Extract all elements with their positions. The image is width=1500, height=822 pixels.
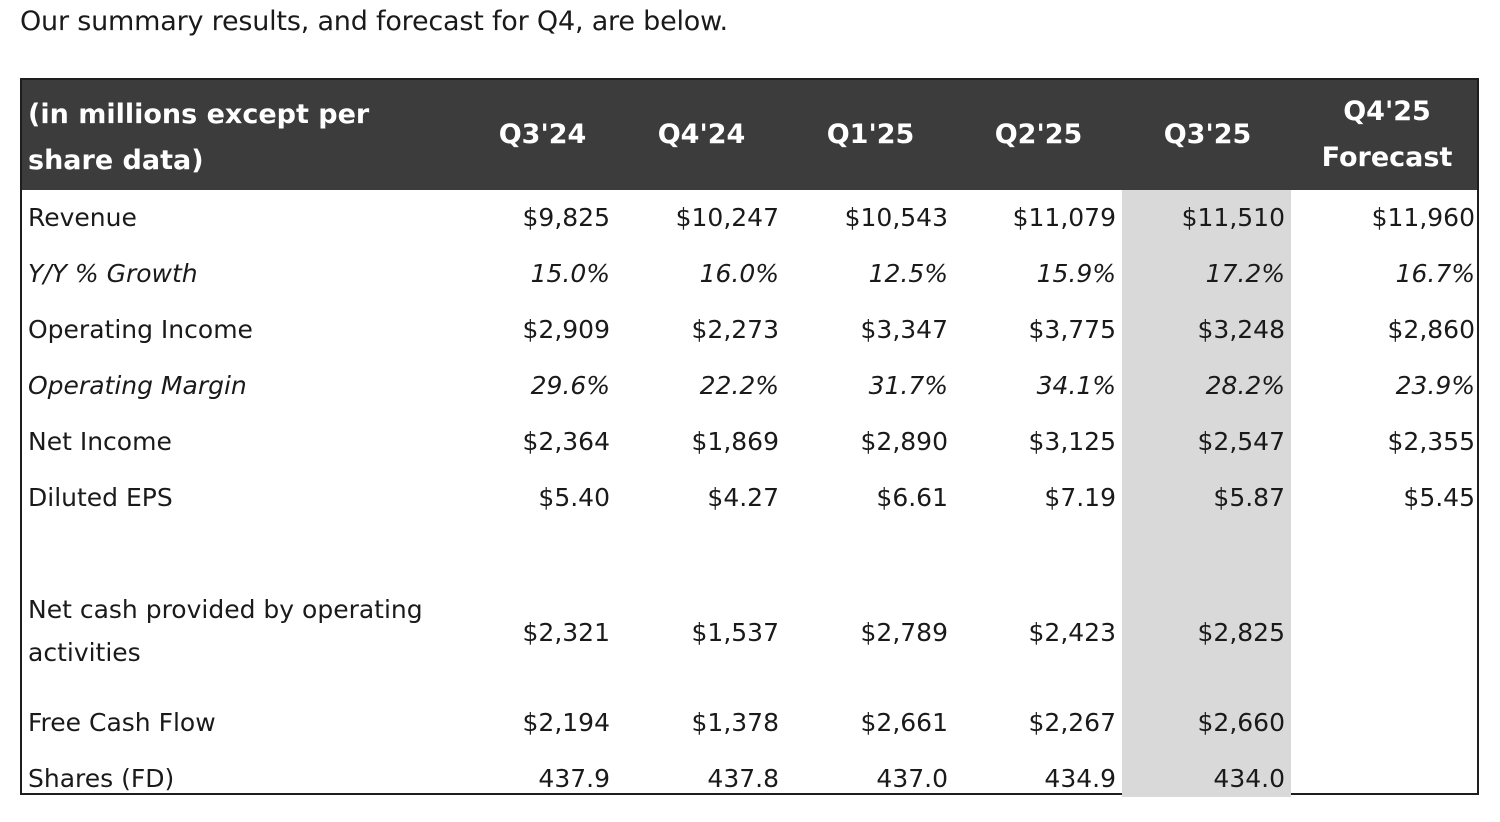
cell-q4-25-forecast: $11,960 xyxy=(1371,203,1475,232)
cell-q2-25: $11,079 xyxy=(1012,203,1116,232)
cell-q2-25: $2,423 xyxy=(1028,618,1116,647)
cell-q3-25: 28.2% xyxy=(1205,371,1285,400)
cell-q4-24: $1,537 xyxy=(691,618,779,647)
cell-q3-24: $5.40 xyxy=(538,483,610,512)
column-header-q2-25: Q2'25 xyxy=(994,119,1083,150)
cell-q3-24: $2,364 xyxy=(522,427,610,456)
column-header-q3-25: Q3'25 xyxy=(1163,119,1252,150)
cell-q4-25-forecast: $5.45 xyxy=(1403,483,1475,512)
cell-q1-25: $2,789 xyxy=(860,618,948,647)
cell-q4-25-forecast: 23.9% xyxy=(1395,371,1475,400)
cell-q2-25: $7.19 xyxy=(1044,483,1116,512)
cell-q4-24: 22.2% xyxy=(699,371,779,400)
cell-q2-25: 34.1% xyxy=(1036,371,1116,400)
cell-q2-25: 434.9 xyxy=(1044,764,1116,793)
cell-q3-24: $9,825 xyxy=(522,203,610,232)
cell-q3-24: 437.9 xyxy=(538,764,610,793)
row-label: Diluted EPS xyxy=(28,483,173,512)
cell-q4-24: 437.8 xyxy=(707,764,779,793)
cell-q4-24: $2,273 xyxy=(691,315,779,344)
cell-q2-25: $3,775 xyxy=(1028,315,1116,344)
cell-q2-25: $2,267 xyxy=(1028,708,1116,737)
cell-q3-25: 17.2% xyxy=(1205,259,1285,288)
cell-q1-25: $2,661 xyxy=(860,708,948,737)
cell-q3-25: $2,547 xyxy=(1197,427,1285,456)
cell-q3-24: $2,909 xyxy=(522,315,610,344)
cell-q4-25-forecast: $2,355 xyxy=(1387,427,1475,456)
cell-q4-25-forecast: 16.7% xyxy=(1395,259,1475,288)
cell-q1-25: $2,890 xyxy=(860,427,948,456)
column-header-q4-24: Q4'24 xyxy=(657,119,746,150)
cell-q3-24: $2,194 xyxy=(522,708,610,737)
cell-q1-25: 437.0 xyxy=(876,764,948,793)
row-label: Free Cash Flow xyxy=(28,708,216,737)
header-label: (in millions except per share data) xyxy=(28,99,370,176)
cell-q3-25: $3,248 xyxy=(1197,315,1285,344)
cell-q4-24: $1,869 xyxy=(691,427,779,456)
cell-q4-25-forecast: $2,860 xyxy=(1387,315,1475,344)
cell-q2-25: 15.9% xyxy=(1036,259,1116,288)
cell-q1-25: $10,543 xyxy=(844,203,948,232)
highlighted-column-q3-25 xyxy=(1122,190,1291,797)
cell-q1-25: $3,347 xyxy=(860,315,948,344)
cell-q1-25: 31.7% xyxy=(868,371,948,400)
cell-q4-24: $1,378 xyxy=(691,708,779,737)
cell-q3-24: 15.0% xyxy=(530,259,610,288)
cell-q3-25: $2,825 xyxy=(1197,618,1285,647)
row-label: Y/Y % Growth xyxy=(28,259,198,288)
cell-q1-25: 12.5% xyxy=(868,259,948,288)
column-header-q4-25-forecast: Q4'25 Forecast xyxy=(1321,96,1453,173)
cell-q4-24: $4.27 xyxy=(707,483,779,512)
row-label: Revenue xyxy=(28,203,137,232)
intro-text: Our summary results, and forecast for Q4… xyxy=(20,6,728,37)
row-label: Shares (FD) xyxy=(28,764,175,793)
cell-q4-24: $10,247 xyxy=(675,203,779,232)
cell-q1-25: $6.61 xyxy=(876,483,948,512)
cell-q3-25: 434.0 xyxy=(1213,764,1285,793)
cell-q3-24: 29.6% xyxy=(530,371,610,400)
column-header-q1-25: Q1'25 xyxy=(826,119,915,150)
cell-q3-25: $5.87 xyxy=(1213,483,1285,512)
table-header: (in millions except per share data) Q3'2… xyxy=(22,80,1477,190)
cell-q3-25: $2,660 xyxy=(1197,708,1285,737)
summary-results-table: (in millions except per share data) Q3'2… xyxy=(20,78,1479,797)
row-label: Operating Margin xyxy=(28,371,247,400)
row-label: Net cash provided by operating activitie… xyxy=(28,595,423,667)
row-label: Net Income xyxy=(28,427,172,456)
cell-q3-25: $11,510 xyxy=(1181,203,1285,232)
cell-q3-24: $2,321 xyxy=(522,618,610,647)
cell-q2-25: $3,125 xyxy=(1028,427,1116,456)
cell-q4-24: 16.0% xyxy=(699,259,779,288)
column-header-q3-24: Q3'24 xyxy=(498,119,587,150)
row-label: Operating Income xyxy=(28,315,253,344)
